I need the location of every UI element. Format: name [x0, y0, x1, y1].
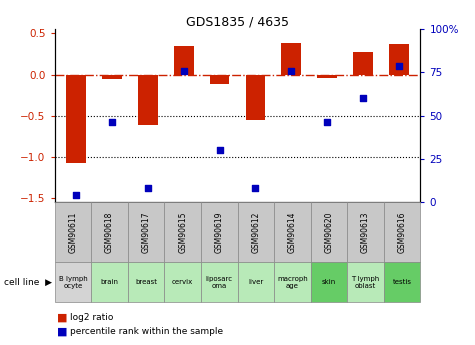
Text: cervix: cervix	[172, 279, 193, 285]
Text: GSM90612: GSM90612	[251, 211, 260, 253]
Point	[359, 96, 367, 101]
Text: ■: ■	[57, 326, 67, 336]
Text: T lymph
oblast: T lymph oblast	[352, 276, 380, 288]
Point	[72, 192, 80, 198]
Text: cell line  ▶: cell line ▶	[4, 277, 52, 287]
Bar	[209, 75, 229, 85]
Bar	[138, 75, 158, 126]
Bar	[174, 46, 194, 75]
Point	[144, 185, 152, 191]
Text: GSM90618: GSM90618	[105, 211, 114, 253]
Text: percentile rank within the sample: percentile rank within the sample	[70, 327, 223, 336]
Point	[252, 185, 259, 191]
Text: GSM90619: GSM90619	[215, 211, 224, 253]
Text: GSM90617: GSM90617	[142, 211, 151, 253]
Text: skin: skin	[322, 279, 336, 285]
Text: GSM90614: GSM90614	[288, 211, 297, 253]
Text: breast: breast	[135, 279, 157, 285]
Text: brain: brain	[101, 279, 118, 285]
Text: macroph
age: macroph age	[277, 276, 308, 288]
Bar	[66, 75, 86, 163]
Bar	[353, 52, 373, 75]
Text: log2 ratio: log2 ratio	[70, 313, 113, 322]
Bar	[246, 75, 266, 120]
Bar	[317, 75, 337, 78]
Text: GSM90616: GSM90616	[398, 211, 407, 253]
Point	[180, 68, 188, 73]
Point	[216, 147, 223, 153]
Text: liposarc
oma: liposarc oma	[206, 276, 233, 288]
Text: GSM90611: GSM90611	[68, 211, 77, 253]
Point	[395, 63, 403, 68]
Title: GDS1835 / 4635: GDS1835 / 4635	[186, 15, 289, 28]
Bar	[389, 44, 408, 75]
Text: ■: ■	[57, 313, 67, 322]
Text: GSM90620: GSM90620	[324, 211, 333, 253]
Point	[287, 68, 295, 73]
Text: GSM90613: GSM90613	[361, 211, 370, 253]
Bar	[102, 75, 122, 79]
Text: GSM90615: GSM90615	[178, 211, 187, 253]
Point	[323, 120, 331, 125]
Text: testis: testis	[392, 279, 411, 285]
Bar	[281, 43, 301, 75]
Text: liver: liver	[248, 279, 264, 285]
Point	[108, 120, 116, 125]
Text: B lymph
ocyte: B lymph ocyte	[58, 276, 87, 288]
